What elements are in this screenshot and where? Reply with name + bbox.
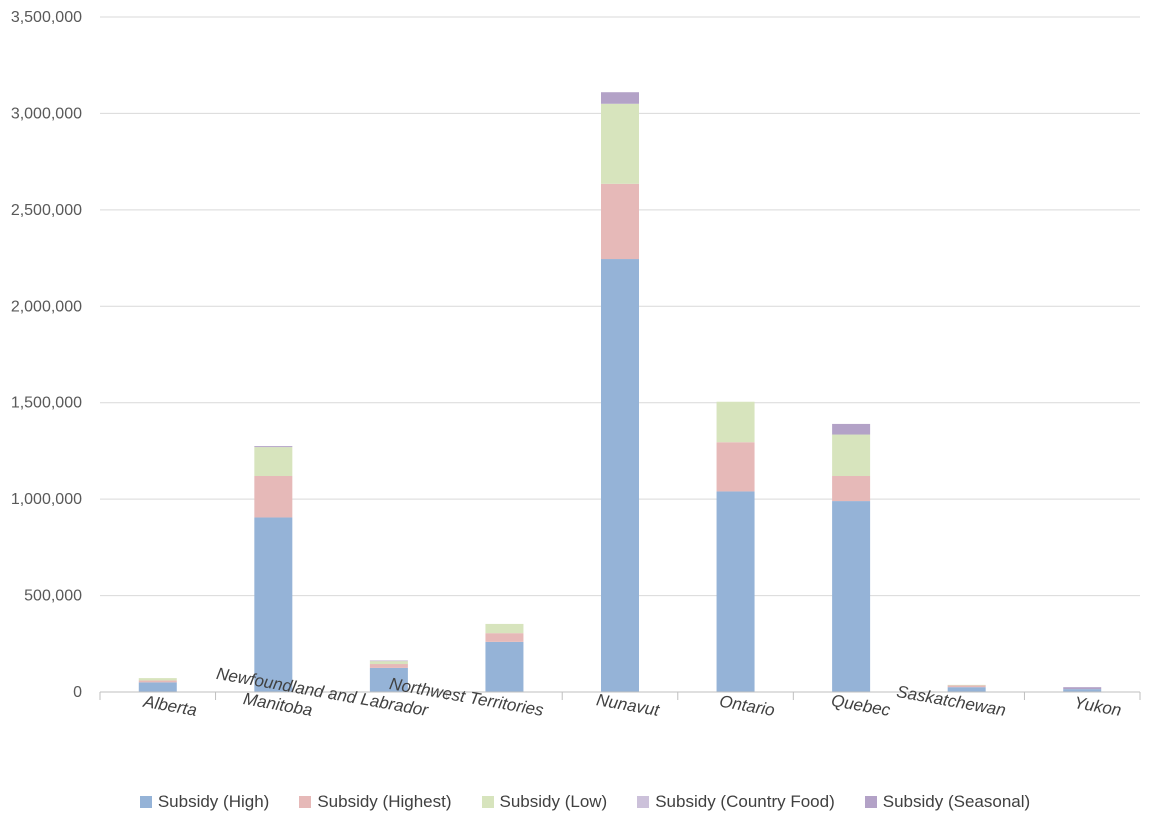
- bar-segment: [485, 623, 524, 634]
- legend-swatch: [299, 796, 312, 808]
- bar-segment: [254, 447, 293, 476]
- bar-segment: [601, 92, 639, 104]
- category-label: Alberta: [141, 692, 198, 720]
- legend-label: Subsidy (Seasonal): [882, 792, 1031, 811]
- legend-item: Subsidy (Seasonal): [864, 792, 1031, 812]
- bar-segment: [138, 680, 177, 683]
- y-tick-label: 3,000,000: [11, 105, 82, 122]
- bar-segment: [832, 434, 871, 476]
- bar-segment: [947, 685, 986, 688]
- bars: [138, 92, 1102, 692]
- bar-segment: [832, 501, 871, 692]
- legend-swatch: [864, 796, 877, 808]
- legend: Subsidy (High) Subsidy (Highest) Subsidy (…: [0, 789, 1170, 815]
- bar-segment: [369, 661, 408, 665]
- bar-segment: [369, 667, 408, 692]
- y-tick-label: 2,500,000: [11, 202, 82, 219]
- bar-segment: [369, 664, 408, 668]
- bar-segment: [254, 446, 293, 448]
- stacked-bar-chart: 0 500,000 1,000,000 1,500,000 2,000,000 2,500…: [11, 9, 1141, 720]
- legend-item: Subsidy (Highest): [299, 792, 452, 812]
- bar-segment: [138, 682, 177, 692]
- bar-segment: [947, 687, 986, 692]
- bar-segment: [601, 259, 639, 692]
- y-axis-tick-labels: 0 500,000 1,000,000 1,500,000 2,000,000 2,500…: [11, 9, 82, 701]
- bar-segment: [254, 517, 293, 692]
- bar-segment: [138, 678, 177, 681]
- legend-label: Subsidy (Highest): [317, 792, 452, 811]
- category-label: Quebec: [830, 691, 892, 720]
- x-axis: [99, 691, 1141, 700]
- bar-segment: [716, 401, 755, 443]
- y-tick-label: 1,500,000: [11, 395, 82, 412]
- category-label: Ontario: [718, 692, 776, 720]
- bar-segment: [369, 660, 408, 662]
- bar-segment: [254, 476, 293, 518]
- bar-segment: [716, 442, 755, 492]
- legend-label: Subsidy (High): [157, 792, 270, 811]
- category-label: Nunavut: [595, 690, 662, 720]
- bar-segment: [832, 423, 871, 435]
- legend-swatch: [637, 796, 650, 808]
- bar-segment: [1063, 689, 1102, 692]
- y-tick-label: 0: [73, 684, 82, 701]
- legend-item: Subsidy (High): [139, 792, 270, 812]
- legend-swatch: [481, 796, 494, 808]
- category-label: Yukon: [1073, 693, 1123, 720]
- legend-label: Subsidy (Country Food): [655, 792, 835, 811]
- y-tick-label: 1,000,000: [11, 491, 82, 508]
- bar-segment: [485, 641, 524, 692]
- bar-segment: [601, 183, 639, 260]
- bar-segment: [832, 476, 871, 502]
- bar-segment: [1063, 687, 1102, 690]
- y-tick-label: 500,000: [24, 588, 82, 605]
- legend-swatch: [139, 796, 152, 808]
- legend-label: Subsidy (Low): [499, 792, 608, 811]
- legend-item: Subsidy (Low): [481, 792, 608, 812]
- bar-segment: [947, 684, 986, 686]
- bar-segment: [716, 491, 755, 692]
- bar-segment: [601, 103, 639, 184]
- bar-segment: [485, 633, 524, 642]
- y-tick-label: 2,000,000: [11, 298, 82, 315]
- legend-item: Subsidy (Country Food): [637, 792, 835, 812]
- y-tick-label: 3,500,000: [11, 9, 82, 26]
